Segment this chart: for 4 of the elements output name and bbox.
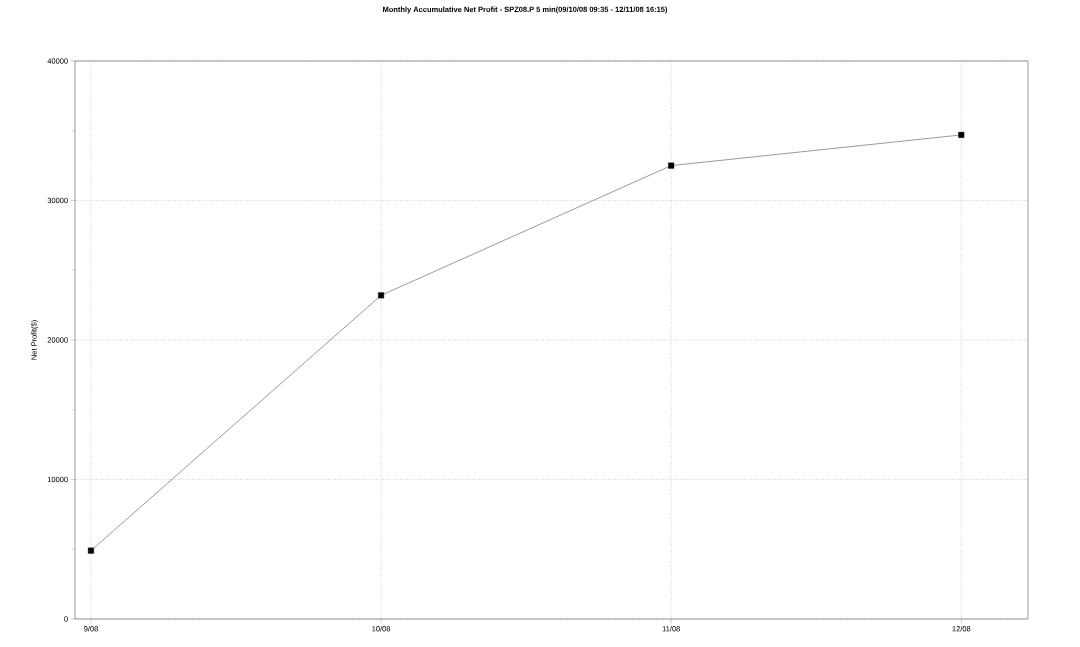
point (668, 162, 675, 169)
point (958, 131, 965, 138)
point (378, 292, 385, 299)
point (87, 547, 94, 554)
